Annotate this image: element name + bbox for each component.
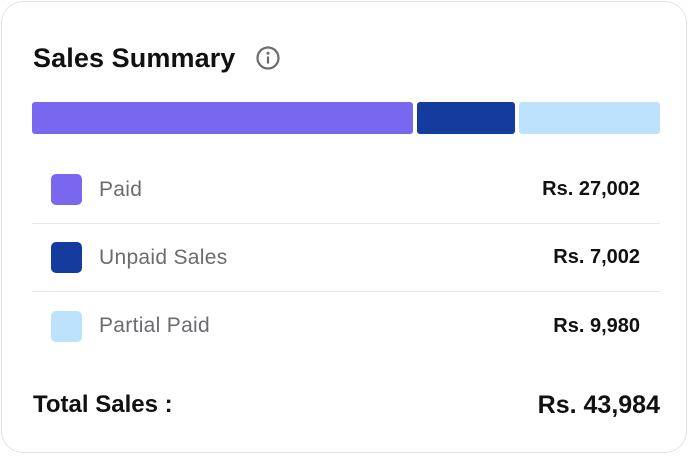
bar-segment-unpaid[interactable] — [416, 102, 516, 134]
bar-segment-paid[interactable] — [32, 102, 413, 134]
total-sales-amount: Rs. 43,984 — [537, 390, 660, 419]
breakdown-amount: Rs. 7,002 — [553, 246, 640, 268]
breakdown-row-paid: Paid Rs. 27,002 — [32, 156, 660, 224]
breakdown-list: Paid Rs. 27,002 Unpaid Sales Rs. 7,002 P… — [32, 156, 660, 360]
breakdown-label: Partial Paid — [99, 314, 210, 337]
total-sales-label: Total Sales : — [33, 391, 173, 418]
breakdown-label: Paid — [99, 177, 143, 201]
card-header: Sales Summary — [33, 42, 281, 74]
total-sales-row: Total Sales : Rs. 43,984 — [33, 388, 660, 422]
breakdown-row-unpaid: Unpaid Sales Rs. 7,002 — [32, 224, 660, 292]
breakdown-amount: Rs. 9,980 — [553, 314, 640, 337]
bar-segment-partial[interactable] — [519, 102, 660, 134]
partial-color-swatch — [51, 310, 82, 342]
card-title: Sales Summary — [33, 42, 236, 73]
unpaid-color-swatch — [51, 242, 82, 273]
sales-distribution-bar — [32, 102, 660, 134]
breakdown-row-partial: Partial Paid Rs. 9,980 — [32, 292, 660, 360]
info-icon[interactable] — [255, 45, 281, 71]
breakdown-label: Unpaid Sales — [99, 245, 228, 269]
paid-color-swatch — [51, 174, 82, 205]
breakdown-amount: Rs. 27,002 — [542, 178, 640, 200]
